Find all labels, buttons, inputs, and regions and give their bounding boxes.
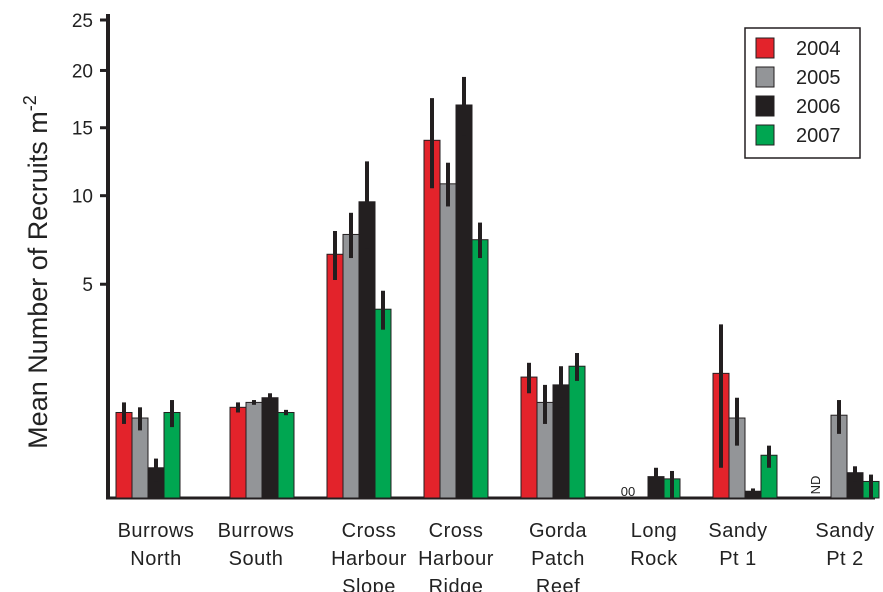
legend-swatch-2006 [755, 95, 775, 117]
bar-2007-2 [374, 308, 392, 499]
category-label: Pt 2 [826, 548, 864, 570]
bar-2004-3 [423, 139, 441, 499]
bar-2006-3 [455, 104, 473, 499]
category-label: Burrows [218, 520, 295, 542]
bar-2007-4 [568, 365, 586, 499]
bar-2005-3 [439, 183, 457, 499]
y-axis-title-superscript: -2 [20, 95, 40, 111]
bar-2004-4 [520, 376, 538, 499]
bar-2004-0 [115, 411, 133, 499]
legend-swatch-2005 [755, 66, 775, 88]
bar-2006-1 [261, 397, 279, 499]
y-tick-label: 15 [72, 119, 93, 140]
category-label: Gorda [529, 520, 587, 542]
y-tick-label: 25 [72, 11, 93, 32]
category-label: Rock [630, 548, 678, 570]
legend-label: 2004 [796, 38, 841, 60]
category-label: Reef [536, 576, 580, 592]
bar-2007-3 [471, 239, 489, 499]
legend: 2004 2005 2006 2007 [744, 27, 861, 159]
bar-2007-1 [277, 411, 295, 499]
annotation-label: ND [808, 476, 823, 495]
category-label: Pt 1 [719, 548, 757, 570]
legend-swatch-2007 [755, 124, 775, 146]
category-label: Patch [531, 548, 585, 570]
category-label: Sandy [815, 520, 874, 542]
bars: 00 ND [115, 76, 880, 499]
category-label: South [229, 548, 284, 570]
category-labels: Burrows North Burrows South Cross Harbour Slop… [118, 520, 875, 592]
category-label: Harbour [331, 548, 407, 570]
bar-2005-2 [342, 233, 360, 499]
category-label: Cross [429, 520, 484, 542]
y-axis-title: Mean Number of Recruits m-2 [20, 95, 53, 449]
legend-label: 2006 [796, 96, 841, 118]
annotation-label: 00 [621, 484, 635, 499]
category-label: Burrows [118, 520, 195, 542]
category-label: Harbour [418, 548, 494, 570]
bar-2004-1 [229, 406, 247, 499]
category-label: North [130, 548, 181, 570]
category-label: Cross [342, 520, 397, 542]
bar-2004-2 [326, 253, 344, 499]
y-tick-label: 20 [72, 61, 93, 82]
category-label: Slope [342, 576, 396, 592]
category-label: Sandy [708, 520, 767, 542]
category-label: Long [631, 520, 678, 542]
category-label: Ridge [429, 576, 484, 592]
legend-label: 2005 [796, 67, 841, 89]
legend-label: 2007 [796, 125, 841, 147]
y-tick-label: 10 [72, 187, 93, 208]
y-tick-label: 5 [82, 275, 93, 296]
y-axis-title-text: Mean Number of Recruits m [23, 111, 53, 449]
bar-2005-1 [245, 401, 263, 499]
legend-swatch-2004 [755, 37, 775, 59]
